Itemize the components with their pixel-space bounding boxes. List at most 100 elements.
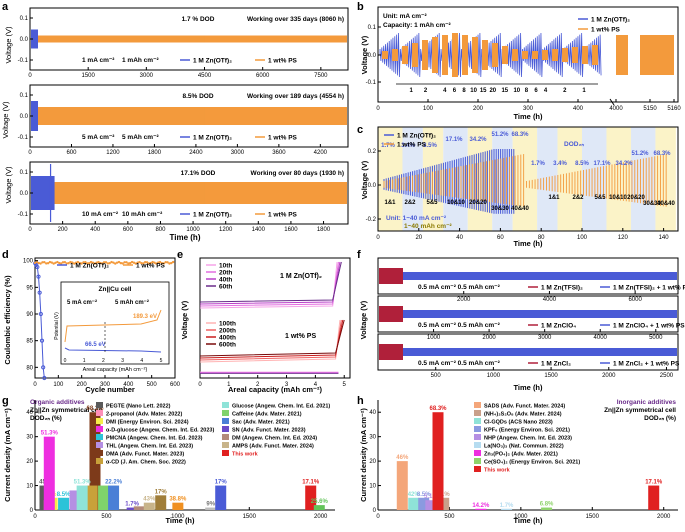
ps-pulse xyxy=(382,51,388,59)
rate-label: 10 xyxy=(513,88,520,94)
ps-ce-point xyxy=(86,262,89,265)
dod-label-2: 8.5% xyxy=(575,161,589,167)
capacity-label: 10 mAh cm⁻² xyxy=(122,211,163,218)
capacity-label: 5 mAh cm⁻² xyxy=(122,134,159,141)
bar-label-14: 17% xyxy=(155,489,168,495)
legend-swatch xyxy=(96,434,103,440)
legend-swatch xyxy=(96,458,103,464)
bar-16 xyxy=(205,507,217,510)
legend-ps-label: 1 M ZnCl₂ + 1 wt% PS xyxy=(613,361,680,368)
legend-zn-otf-label: 1 M Zn(OTf)₂ xyxy=(397,133,436,140)
unit-label-2: 1~40 mAh cm⁻² xyxy=(404,223,453,230)
xtick-label: 2000 xyxy=(657,514,671,520)
panel-b-capacity: Capacity: 1 mAh cm⁻² xyxy=(383,22,452,29)
bar-5 xyxy=(501,508,513,510)
ps-ce-point xyxy=(61,261,65,264)
xtick-label: 1200 xyxy=(106,150,120,156)
ps-ce-point xyxy=(37,261,40,265)
panel-b-plot: 1 2 4 6 8 10 15 20 15 10 8 6 4 2 10 100 200 300 400 4000 515… xyxy=(366,17,682,113)
panel-h-ylabel: Current density (mA cm⁻²) xyxy=(359,408,368,502)
ytick-label: 0.1 xyxy=(20,93,29,99)
xtick-label: 200 xyxy=(77,382,88,388)
zn-otf-voltage-band xyxy=(31,176,55,210)
legend-swatch xyxy=(222,426,229,432)
step-label-2: 10&10 xyxy=(609,195,627,201)
legend-ps-label: 1 M ZnClO₄ + 1 wt% PS xyxy=(613,323,685,330)
dod-label-2: 17.1% xyxy=(593,161,611,167)
legend-label: Zn₃(PO₄)₂ (Adv. Mater. 2021) xyxy=(484,452,558,458)
step-label: 20&20 xyxy=(469,200,487,206)
dod-label: 3.4% xyxy=(401,143,415,149)
ps-pulse xyxy=(482,40,488,70)
bar-18 xyxy=(305,485,317,510)
ps-ce-point xyxy=(143,261,147,264)
ps-ce-point xyxy=(114,262,117,265)
panel-f-frame xyxy=(377,295,679,333)
ps-ce-point xyxy=(155,262,158,265)
bar-12 xyxy=(133,506,145,510)
xtick-label: 100 xyxy=(53,382,64,388)
legend-label: Sac (Adv. Mater. 2021) xyxy=(232,420,290,426)
xtick-label: 1800 xyxy=(148,150,162,156)
ytick-label: 20 xyxy=(26,459,33,465)
step-label-2: 5&5 xyxy=(594,195,606,201)
panel-e-ylabel: Voltage (V) xyxy=(180,300,189,339)
step-label: 30&30 xyxy=(491,206,509,212)
ps-pulse xyxy=(502,46,508,64)
step-band xyxy=(582,127,607,231)
ps-ce-point xyxy=(162,262,165,265)
panel-e-letter: e xyxy=(177,249,183,261)
ps-ce-point xyxy=(76,260,80,264)
inset-cond1: 5 mA cm⁻² xyxy=(67,299,97,306)
panel-g-ylabel: Current density (mA cm⁻²) xyxy=(3,408,12,502)
panel-h-sub1: Zn||Zn symmetrical cell xyxy=(604,407,676,414)
dod-label: 17.1% DOD xyxy=(181,170,216,177)
inset-xtick: 1 xyxy=(83,358,86,364)
ps-ce-point xyxy=(136,261,139,264)
xtick-label: 4 xyxy=(314,382,318,388)
legend-swatch xyxy=(474,466,481,472)
ytick-label: 85 xyxy=(26,339,33,345)
ps-pulse xyxy=(562,48,568,62)
ps-ce-point xyxy=(171,260,175,264)
panel-a-ylabel-top: Voltage (V) xyxy=(4,26,13,64)
ps-ce-point xyxy=(65,262,68,265)
ytick-label: 10 xyxy=(26,484,33,490)
panel-a-row-2: 0.1 0.0 -0.1 0 600 1200 1800 2400 3000 3600 4200 8.… xyxy=(18,84,349,156)
ytick-label: 100 xyxy=(23,259,34,265)
xtick-label: 1200 xyxy=(219,227,233,233)
working-note: Working over 80 days (1930 h) xyxy=(251,170,344,177)
bar-7 xyxy=(86,485,98,510)
panel-f-xlabel: Time (h) xyxy=(513,383,543,392)
ps-ce-point xyxy=(115,261,119,264)
bar-label-13: 43% xyxy=(143,497,156,503)
ps-ce-point xyxy=(41,261,44,264)
legend-ps-label: 1 M Zn(TFSI)₂ + 1 wt% PS xyxy=(613,285,685,292)
rate-label: 2 xyxy=(563,88,567,94)
legend-pristine-label: 1 M ZnClO₄ xyxy=(541,323,576,330)
xtick-label: 140 xyxy=(659,235,670,241)
ps-pulse xyxy=(522,51,528,59)
inset-xtick: 5 xyxy=(160,358,163,364)
rate-label: 2 xyxy=(424,88,428,94)
step-band xyxy=(655,127,676,231)
ps-potential-curve xyxy=(64,309,162,343)
inset-ylabel: Potential (V) xyxy=(54,312,60,340)
ps-ce-point xyxy=(127,262,130,265)
ytick-label: 0.0 xyxy=(368,183,377,189)
ps-voltage-band xyxy=(379,310,677,318)
ytick-label: 0.0 xyxy=(20,114,29,120)
ps-ce-point xyxy=(151,260,154,264)
bar-label-17: 17% xyxy=(215,480,228,486)
ps-ce-point xyxy=(95,261,98,264)
bar-3 xyxy=(418,497,430,510)
ps-ce-point xyxy=(48,260,52,264)
ps-ce-point xyxy=(39,262,42,265)
legend-label: DM (Angew. Chem. Int. Ed. 2024) xyxy=(232,436,317,442)
xtick-label: 1000 xyxy=(514,514,528,520)
legend-swatch xyxy=(474,418,481,424)
xtick-label: 1 xyxy=(227,382,231,388)
xtick-label: 600 xyxy=(170,382,181,388)
legend-swatch xyxy=(222,442,229,448)
